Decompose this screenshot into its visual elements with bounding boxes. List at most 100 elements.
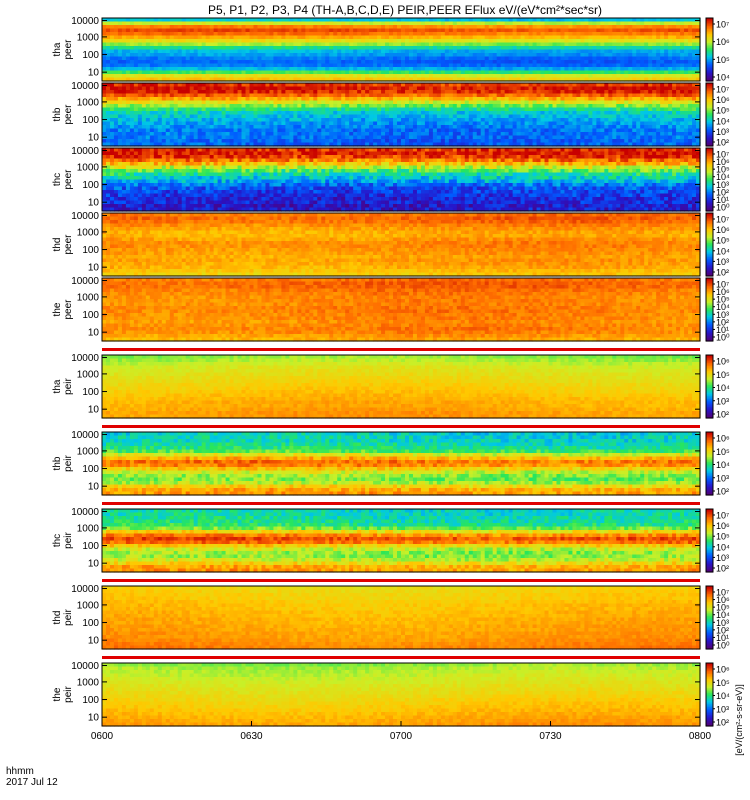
x-tick-label: 0630: [240, 731, 263, 742]
panel-y-label: thcpeir: [52, 531, 74, 548]
colorbar-tick-label: 10⁵: [716, 236, 730, 246]
heatmap: [102, 432, 701, 496]
y-tick-label: 10: [88, 636, 100, 647]
panel-y-label: thbpeir: [52, 454, 74, 471]
panel-thd-peir: 10100100010000thdpeir10⁰10¹10²10³10⁴10⁵1…: [52, 577, 730, 651]
colorbar-tick-label: 10³: [716, 396, 729, 406]
colorbar-tick-label: 10⁶: [716, 434, 730, 444]
data-gap-stripe: [102, 348, 700, 351]
colorbar-tick-label: 10⁵: [716, 370, 730, 380]
y-tick-label: 1000: [77, 369, 100, 380]
colorbar-tick-label: 10⁴: [716, 460, 730, 470]
colorbar-tick-label: 10³: [716, 257, 729, 267]
y-tick-label: 10000: [71, 353, 99, 364]
y-tick-label: 10000: [71, 507, 99, 518]
y-tick-label: 1000: [77, 162, 100, 173]
y-tick-label: 10: [88, 405, 100, 416]
panel-y-label: thcpeer: [52, 169, 74, 190]
panel-y-label: thdpeer: [52, 234, 74, 255]
colorbar-tick-label: 10⁷: [716, 511, 729, 521]
y-tick-label: 10: [88, 198, 100, 209]
y-tick-label: 1000: [77, 600, 100, 611]
y-tick-label: 10000: [71, 211, 99, 222]
panel-y-label: thdpeir: [52, 608, 74, 625]
y-tick-label: 10: [88, 68, 100, 79]
colorbar-tick-label: 10⁶: [716, 521, 730, 531]
y-tick-label: 100: [82, 180, 99, 191]
data-gap-stripe: [102, 656, 700, 659]
colorbar-tick-label: 10⁶: [716, 665, 730, 675]
y-tick-label: 100: [82, 387, 99, 398]
y-tick-label: 10000: [71, 430, 99, 441]
colorbar-tick-label: 10⁴: [716, 691, 730, 701]
x-corner-date: 2017 Jul 12: [6, 777, 58, 788]
colorbar-tick-label: 10⁶: [716, 225, 730, 235]
y-tick-label: 100: [82, 618, 99, 629]
panel-y-label: thapeir: [52, 377, 74, 394]
colorbar-tick-label: 10⁵: [716, 106, 730, 116]
y-tick-label: 10: [88, 713, 100, 724]
colorbar-tick-label: 10⁷: [716, 85, 729, 95]
y-tick-label: 1000: [77, 446, 100, 457]
y-tick-label: 10: [88, 133, 100, 144]
data-gap-stripe: [102, 579, 700, 582]
heatmap: [102, 83, 701, 147]
panel-y-label: thepeer: [52, 299, 74, 320]
x-tick-label: 0800: [689, 731, 712, 742]
colorbar-tick-label: 10⁷: [716, 280, 729, 290]
colorbar-tick-label: 10³: [716, 553, 729, 563]
colorbar-tick-label: 10⁷: [716, 588, 729, 598]
colorbar-tick-label: 10²: [716, 564, 729, 574]
y-tick-label: 10: [88, 559, 100, 570]
colorbar-tick-label: 10⁴: [716, 542, 730, 552]
colorbar-tick-label: 10⁶: [716, 357, 730, 367]
y-tick-label: 10: [88, 263, 100, 274]
y-tick-label: 1000: [77, 97, 100, 108]
x-tick-label: 0730: [539, 731, 562, 742]
y-tick-label: 10000: [71, 81, 99, 92]
colorbar-tick-label: 10⁶: [716, 37, 730, 47]
colorbar-tick-label: 10⁵: [716, 55, 730, 65]
heatmap: [102, 509, 701, 573]
x-corner-label: hhmm: [6, 766, 34, 777]
colorbar-tick-label: 10⁵: [716, 532, 730, 542]
y-tick-label: 100: [82, 50, 99, 61]
y-tick-label: 10000: [71, 146, 99, 157]
heatmap: [102, 355, 701, 419]
colorbar-tick-label: 10⁵: [716, 447, 730, 457]
panel-y-label: thbpeer: [52, 104, 74, 125]
heatmap: [102, 18, 701, 82]
colorbar-tick-label: 10²: [716, 718, 729, 728]
colorbar-tick-label: 10²: [716, 268, 729, 278]
colorbar-tick-label: 10⁴: [716, 246, 730, 256]
x-tick-label: 0700: [390, 731, 413, 742]
y-tick-label: 10: [88, 328, 100, 339]
colorbar-tick-label: 10⁷: [716, 20, 729, 30]
y-tick-label: 1000: [77, 292, 100, 303]
y-tick-label: 1000: [77, 523, 100, 534]
y-tick-label: 1000: [77, 227, 100, 238]
colorbar-tick-label: 10⁴: [716, 116, 730, 126]
colorbar-tick-label: 10²: [716, 138, 729, 148]
colorbar-tick-label: 10⁷: [716, 215, 729, 225]
colorbar-tick-label: 10³: [716, 473, 729, 483]
y-tick-label: 100: [82, 245, 99, 256]
panel-the-peer: 10100100010000thepeer10⁰10¹10²10³10⁴10⁵1…: [52, 276, 730, 342]
y-tick-label: 10000: [71, 16, 99, 27]
data-gap-stripe: [102, 502, 700, 505]
x-tick-label: 0600: [91, 731, 114, 742]
